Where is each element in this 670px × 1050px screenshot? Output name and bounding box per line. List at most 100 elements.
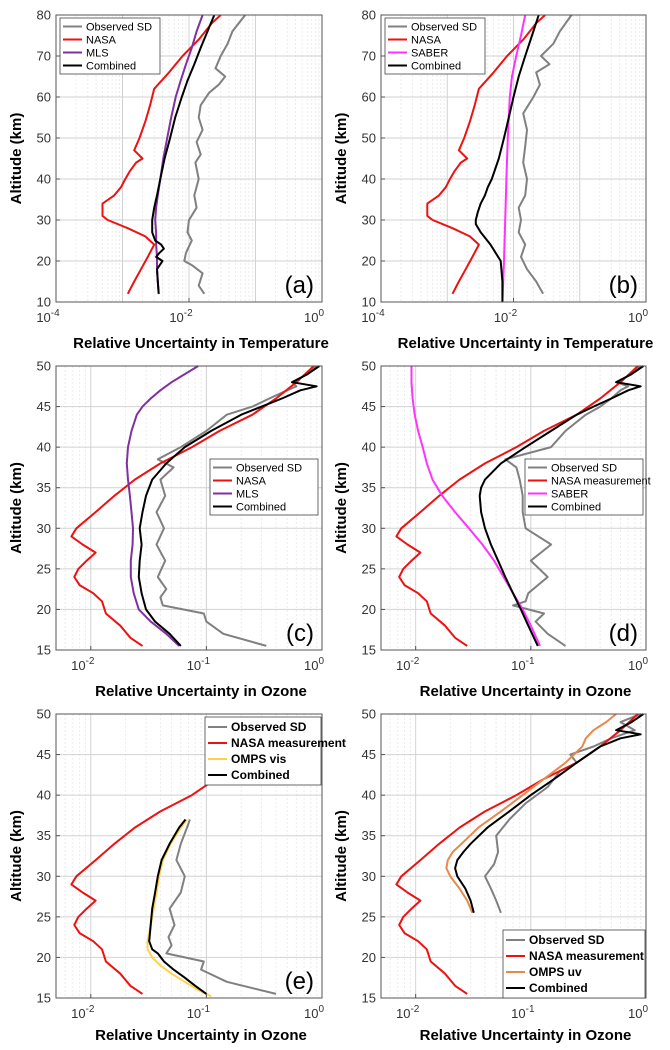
legend-label: NASA measurement <box>529 949 644 963</box>
legend-label: Observed SD <box>411 22 477 34</box>
y-tick-label: 80 <box>362 8 376 23</box>
legend-label: NASA <box>86 35 117 47</box>
y-tick-label: 30 <box>362 869 376 884</box>
legend: Observed SD NASA measurement OMPS uv Combin… <box>502 929 646 999</box>
series-line-observed-sd <box>165 819 277 995</box>
series-line-combined <box>137 365 320 647</box>
y-axis-title: Altitude (km) <box>333 113 350 205</box>
x-tick-label: 100 <box>304 656 324 673</box>
y-tick-label: 20 <box>37 602 51 617</box>
x-axis-title: Relative Uncertainty in Ozone <box>420 1027 632 1044</box>
y-tick-label: 30 <box>37 869 51 884</box>
x-tick-label: 10-2 <box>71 1004 95 1021</box>
x-tick-label: 10-2 <box>169 308 193 325</box>
y-tick-label: 60 <box>37 90 51 105</box>
legend-label: Observed SD <box>86 22 152 34</box>
y-tick-label: 45 <box>37 399 51 414</box>
y-axis-title: Altitude (km) <box>333 462 350 554</box>
legend-label: MLS <box>236 489 259 501</box>
series-line-mls <box>125 365 199 647</box>
legend-label: NASA measurement <box>551 476 651 488</box>
legend-label: NASA measurement <box>231 736 346 750</box>
series-line-observed-sd <box>484 713 642 914</box>
series-line-nasa <box>101 14 222 295</box>
panel-label: (c) <box>286 620 314 647</box>
panel-label: (a) <box>285 272 314 299</box>
panel-b: 10 20 30 40 50 60 70 80 10-4 10-2 100 Relative Unce… <box>333 8 653 353</box>
y-tick-label: 25 <box>362 561 376 576</box>
y-tick-label: 40 <box>37 788 51 803</box>
series-line-nasa <box>426 14 546 295</box>
y-tick-label: 60 <box>362 90 376 105</box>
legend-label: OMPS uv <box>529 965 582 979</box>
legend-label: Observed SD <box>551 463 617 475</box>
legend-label: OMPS vis <box>231 752 287 766</box>
x-axis-title: Relative Uncertainty in Temperature <box>398 335 654 352</box>
series-line-nasa-measurement <box>395 713 639 995</box>
y-tick-label: 80 <box>37 8 51 23</box>
y-tick-label: 50 <box>37 359 51 374</box>
panel-f: 15 20 25 30 35 40 45 50 10-2 10-1 100 Relative Unce… <box>333 707 648 1045</box>
legend-label: SABER <box>411 48 448 60</box>
x-tick-label: 10-1 <box>511 1004 535 1021</box>
x-tick-label: 100 <box>304 308 324 325</box>
y-tick-label: 20 <box>362 950 376 965</box>
x-tick-label: 100 <box>628 656 648 673</box>
series-line-nasa-measurement <box>70 778 217 995</box>
legend-label: Observed SD <box>231 720 307 734</box>
legend-label: MLS <box>86 48 109 60</box>
y-tick-label: 20 <box>37 254 51 269</box>
x-tick-label: 10-1 <box>187 1004 211 1021</box>
panel-label: (e) <box>285 968 314 995</box>
series-line-observed-sd <box>504 365 642 647</box>
x-tick-label: 10-2 <box>396 656 420 673</box>
y-tick-label: 50 <box>37 131 51 146</box>
y-tick-label: 40 <box>362 172 376 187</box>
legend-label: Observed SD <box>236 463 302 475</box>
y-tick-label: 40 <box>362 788 376 803</box>
x-tick-label: 100 <box>304 1004 324 1021</box>
y-tick-label: 30 <box>362 213 376 228</box>
legend-label: SABER <box>551 489 588 501</box>
series-line-combined <box>454 713 644 914</box>
series-line-observed-sd <box>517 14 573 295</box>
y-tick-label: 50 <box>362 707 376 722</box>
y-tick-label: 40 <box>37 172 51 187</box>
y-axis-title: Altitude (km) <box>8 462 25 554</box>
legend-box <box>204 716 322 786</box>
x-tick-label: 10-4 <box>36 308 60 325</box>
series-line-combined <box>151 14 216 294</box>
legend-label: Combined <box>551 502 601 514</box>
x-tick-label: 100 <box>628 1004 648 1021</box>
axes-frame <box>380 365 647 651</box>
y-tick-label: 70 <box>37 49 51 64</box>
series-line-combined <box>148 818 207 995</box>
x-tick-label: 10-4 <box>361 308 385 325</box>
y-axis-title: Altitude (km) <box>333 810 350 902</box>
x-tick-label: 100 <box>628 308 648 325</box>
panel-e: 15 20 25 30 35 40 45 50 10-2 10-1 100 Relative Unce… <box>8 707 346 1045</box>
y-tick-label: 35 <box>37 480 51 495</box>
x-tick-label: 10-1 <box>511 656 535 673</box>
y-tick-label: 20 <box>37 950 51 965</box>
legend-label: NASA <box>411 35 442 47</box>
y-tick-label: 40 <box>37 440 51 455</box>
y-axis-title: Altitude (km) <box>8 113 25 205</box>
series-line-observed-sd <box>183 14 246 295</box>
legend-label: NASA <box>236 476 267 488</box>
y-tick-label: 50 <box>362 131 376 146</box>
y-tick-label: 15 <box>37 991 51 1006</box>
x-tick-label: 10-2 <box>396 1004 420 1021</box>
x-axis-title: Relative Uncertainty in Temperature <box>73 335 329 352</box>
legend-box <box>502 929 646 999</box>
y-tick-label: 45 <box>362 399 376 414</box>
axes-frame <box>55 365 323 651</box>
legend-label: Observed SD <box>529 933 605 947</box>
y-tick-label: 40 <box>362 440 376 455</box>
y-tick-label: 35 <box>37 828 51 843</box>
y-tick-label: 20 <box>362 254 376 269</box>
y-tick-label: 70 <box>362 49 376 64</box>
